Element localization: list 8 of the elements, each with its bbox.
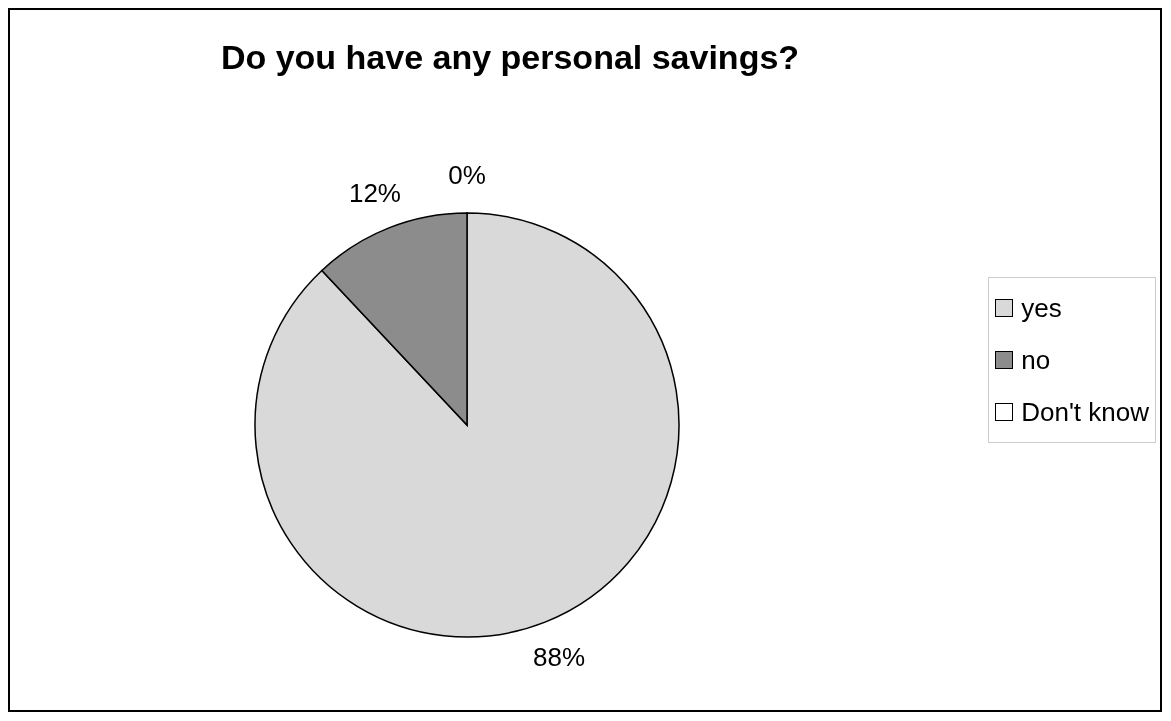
legend-label: no xyxy=(1021,344,1051,377)
chart-title: Do you have any personal savings? xyxy=(219,38,801,77)
data-label: 88% xyxy=(533,642,586,673)
data-label: 12% xyxy=(348,177,401,208)
legend-label: yes xyxy=(1021,292,1062,325)
legend-label: Don't know xyxy=(1021,396,1149,429)
text: 0% xyxy=(448,160,486,190)
pie-slice xyxy=(254,212,680,638)
